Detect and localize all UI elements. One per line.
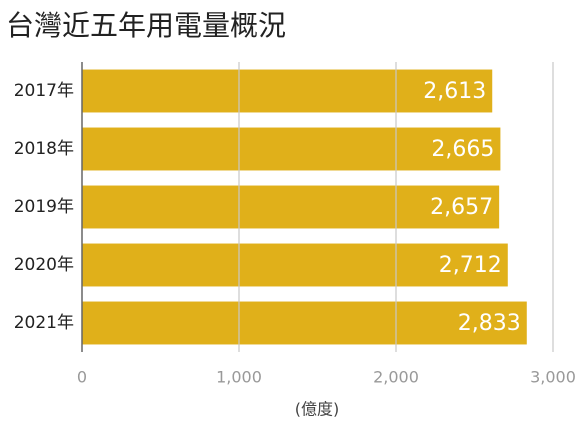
x-tick-label: 3,000 — [530, 368, 576, 387]
x-tick-label: 1,000 — [216, 368, 262, 387]
bar — [82, 127, 501, 171]
x-axis-label: (億度) — [295, 400, 340, 419]
value-label: 2,665 — [431, 137, 494, 162]
y-tick-label: 2020年 — [14, 255, 74, 275]
bar — [82, 69, 493, 113]
value-label: 2,657 — [430, 195, 493, 220]
x-tick-label: 2,000 — [373, 368, 419, 387]
y-tick-label: 2021年 — [14, 313, 74, 333]
y-tick-label: 2017年 — [14, 81, 74, 101]
chart-title: 台灣近五年用電量概況 — [6, 9, 286, 42]
value-label: 2,712 — [439, 253, 502, 278]
value-label: 2,833 — [458, 311, 521, 336]
bar — [82, 185, 500, 229]
y-tick-label: 2019年 — [14, 197, 74, 217]
bar — [82, 243, 508, 287]
x-tick-label: 0 — [77, 368, 87, 387]
value-label: 2,613 — [423, 79, 486, 104]
bar — [82, 301, 527, 345]
y-tick-label: 2018年 — [14, 139, 74, 159]
